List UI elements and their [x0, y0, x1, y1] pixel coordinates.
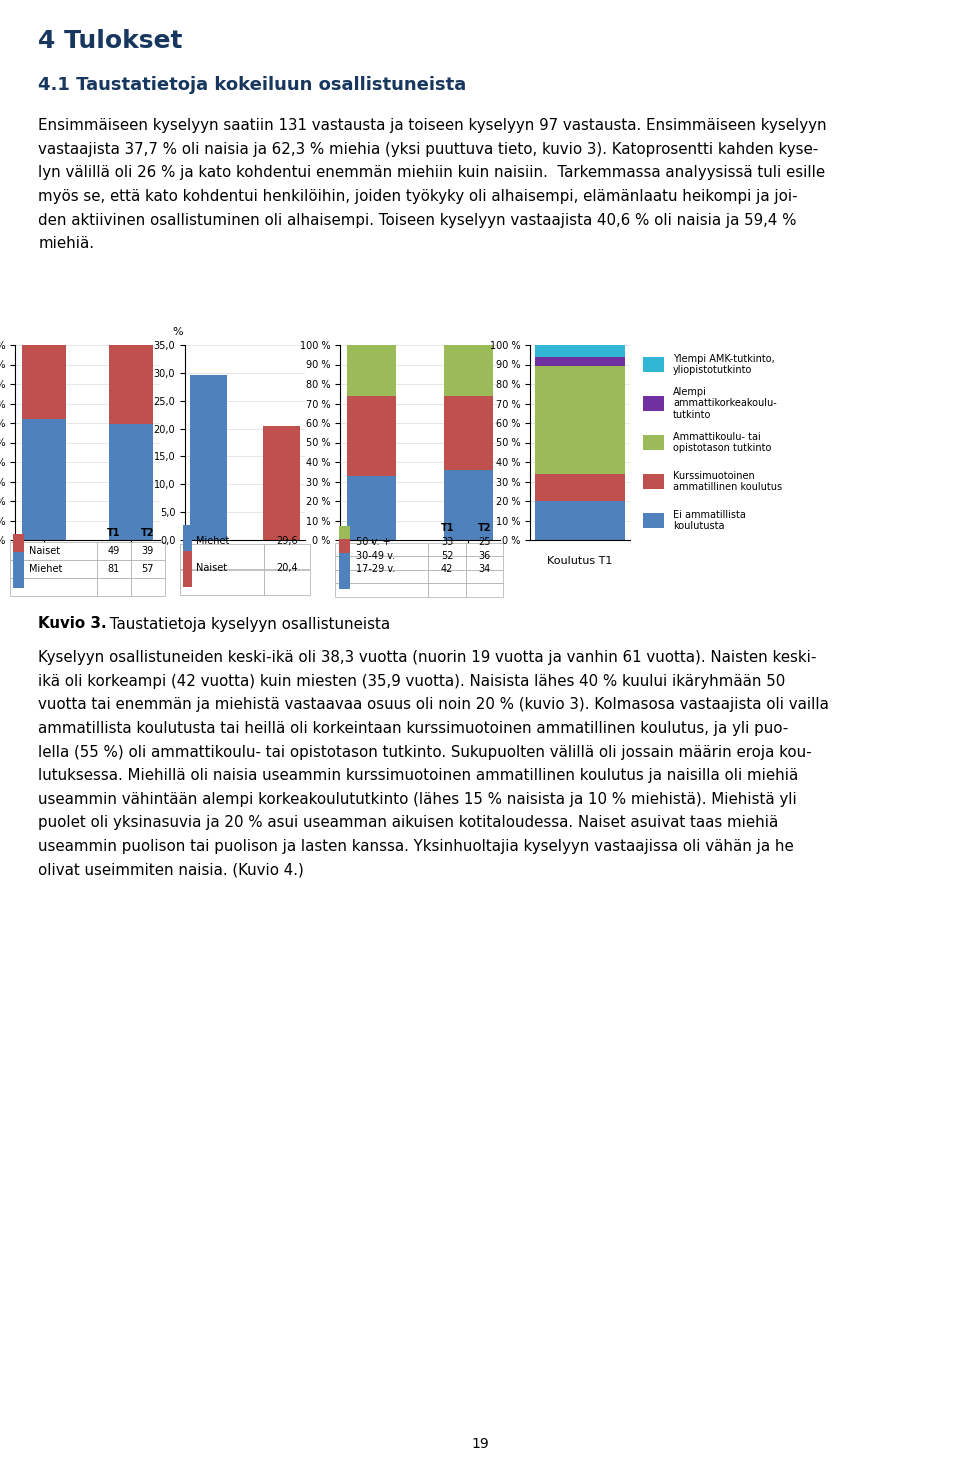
- Bar: [643, 435, 664, 450]
- Bar: [182, 524, 192, 561]
- Bar: [131, 560, 165, 579]
- Bar: [428, 583, 466, 598]
- Text: 49: 49: [108, 546, 120, 555]
- Bar: [97, 579, 131, 596]
- Text: Katoprosentti: Katoprosentti: [207, 555, 282, 565]
- Bar: [335, 583, 428, 598]
- Text: %: %: [172, 327, 182, 337]
- Text: 25: 25: [478, 538, 491, 546]
- Bar: [13, 535, 24, 570]
- Text: 4.1 Taustatietoja kokeiluun osallistuneista: 4.1 Taustatietoja kokeiluun osallistunei…: [38, 76, 467, 94]
- Text: Naiset: Naiset: [196, 563, 227, 573]
- Bar: [264, 570, 310, 595]
- Bar: [11, 560, 97, 579]
- Bar: [348, 476, 396, 541]
- Bar: [180, 570, 264, 595]
- Text: 19: 19: [471, 1437, 489, 1450]
- Bar: [643, 473, 664, 489]
- Text: Koulutus T1: Koulutus T1: [547, 555, 612, 565]
- Text: T1: T1: [441, 523, 454, 533]
- Bar: [335, 542, 428, 555]
- Bar: [109, 425, 154, 541]
- Bar: [535, 366, 626, 473]
- Bar: [348, 396, 396, 476]
- Bar: [264, 544, 310, 568]
- Bar: [335, 570, 428, 583]
- Bar: [535, 473, 626, 501]
- Bar: [643, 396, 664, 412]
- Bar: [466, 583, 503, 598]
- Text: Ylempi AMK-tutkinto,
yliopistotutkinto: Ylempi AMK-tutkinto, yliopistotutkinto: [673, 353, 775, 375]
- Text: 50 v. +: 50 v. +: [355, 538, 390, 546]
- Bar: [428, 555, 466, 570]
- Text: Kyselyyn osallistuneiden keski-ikä oli 38,3 vuotta (nuorin 19 vuotta ja vanhin 6: Kyselyyn osallistuneiden keski-ikä oli 3…: [38, 650, 829, 878]
- Bar: [466, 542, 503, 555]
- Bar: [97, 560, 131, 579]
- Bar: [535, 344, 626, 356]
- Text: 33: 33: [441, 538, 453, 546]
- Text: 34: 34: [478, 564, 491, 574]
- Bar: [109, 344, 154, 425]
- Bar: [535, 356, 626, 366]
- Text: 29,6: 29,6: [276, 536, 298, 546]
- Text: 36: 36: [478, 551, 491, 561]
- Bar: [466, 570, 503, 583]
- Bar: [643, 513, 664, 529]
- Text: Miehet: Miehet: [29, 564, 62, 574]
- Bar: [428, 542, 466, 555]
- Text: Ei ammatillista
koulutusta: Ei ammatillista koulutusta: [673, 510, 746, 532]
- Text: 81: 81: [108, 564, 120, 574]
- Text: 17-29 v.: 17-29 v.: [355, 564, 395, 574]
- Bar: [13, 552, 24, 589]
- Bar: [11, 579, 97, 596]
- Text: Alempi
ammattikorkeakoulu-
tutkinto: Alempi ammattikorkeakoulu- tutkinto: [673, 387, 777, 420]
- Text: 30-49 v.: 30-49 v.: [355, 551, 395, 561]
- Bar: [131, 542, 165, 560]
- Bar: [190, 375, 227, 541]
- Bar: [263, 426, 300, 541]
- Bar: [466, 555, 503, 570]
- Bar: [339, 552, 350, 589]
- Bar: [339, 539, 350, 574]
- Text: 4 Tulokset: 4 Tulokset: [38, 29, 183, 53]
- Text: Kuvio 3.: Kuvio 3.: [38, 617, 107, 631]
- Text: T2: T2: [478, 523, 492, 533]
- Bar: [21, 344, 65, 419]
- Text: 57: 57: [141, 564, 154, 574]
- Text: Naiset: Naiset: [29, 546, 60, 555]
- Bar: [535, 501, 626, 541]
- Bar: [180, 544, 264, 568]
- Bar: [444, 397, 492, 470]
- Bar: [21, 419, 65, 541]
- Bar: [182, 551, 192, 587]
- Text: Taustatietoja kyselyyn osallistuneista: Taustatietoja kyselyyn osallistuneista: [105, 617, 390, 631]
- Bar: [339, 526, 350, 561]
- Bar: [428, 570, 466, 583]
- Text: Ammattikoulu- tai
opistotason tutkinto: Ammattikoulu- tai opistotason tutkinto: [673, 432, 772, 453]
- Text: Kurssimuotoinen
ammatillinen koulutus: Kurssimuotoinen ammatillinen koulutus: [673, 470, 782, 492]
- Text: 42: 42: [441, 564, 453, 574]
- Bar: [444, 470, 492, 541]
- Bar: [11, 542, 97, 560]
- Bar: [643, 356, 664, 372]
- Text: Miehet: Miehet: [196, 536, 229, 546]
- Bar: [97, 542, 131, 560]
- Bar: [348, 344, 396, 396]
- Text: 52: 52: [441, 551, 453, 561]
- Text: T2: T2: [141, 527, 155, 538]
- Bar: [335, 555, 428, 570]
- Text: 39: 39: [142, 546, 154, 555]
- Bar: [131, 579, 165, 596]
- Bar: [444, 344, 492, 397]
- Text: 20,4: 20,4: [276, 563, 298, 573]
- Text: Ensimmäiseen kyselyyn saatiin 131 vastausta ja toiseen kyselyyn 97 vastausta. En: Ensimmäiseen kyselyyn saatiin 131 vastau…: [38, 119, 827, 251]
- Text: T1: T1: [107, 527, 121, 538]
